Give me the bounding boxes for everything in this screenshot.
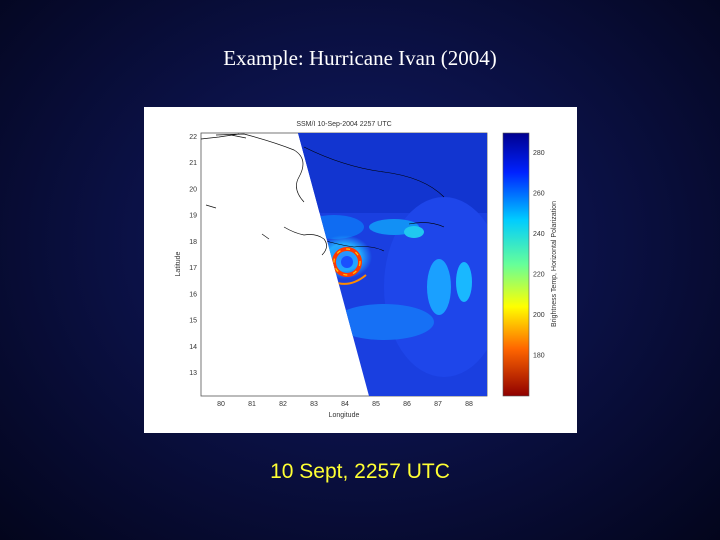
y-axis-label: Latitude (175, 251, 182, 276)
y-tick-label: 19 (189, 213, 197, 220)
colorbar-tick-label: 280 (533, 150, 545, 157)
satellite-figure: SSM/I 10-Sep-2004 2257 UTC 22 21 20 19 18 17 1… (144, 107, 577, 433)
y-tick-labels: 22 21 20 19 18 17 16 15 14 13 (189, 134, 197, 377)
x-tick-label: 88 (465, 401, 473, 408)
colorbar-tick-label: 200 (533, 312, 545, 319)
colorbar-tick-label: 260 (533, 191, 545, 198)
x-tick-label: 81 (248, 401, 256, 408)
y-tick-label: 13 (189, 370, 197, 377)
x-tick-label: 82 (279, 401, 287, 408)
x-tick-label: 84 (341, 401, 349, 408)
satellite-image-svg: SSM/I 10-Sep-2004 2257 UTC 22 21 20 19 18 17 1… (175, 121, 558, 419)
x-tick-labels: 80 81 82 83 84 85 86 87 88 (217, 401, 473, 408)
x-axis-label: Longitude (329, 412, 360, 419)
y-tick-label: 20 (189, 186, 197, 193)
y-tick-label: 21 (189, 160, 197, 167)
colorbar-tick-label: 180 (533, 353, 545, 360)
x-tick-label: 83 (310, 401, 318, 408)
colorbar-tick-label: 220 (533, 272, 545, 279)
image-caption: 10 Sept, 2257 UTC (270, 460, 450, 483)
x-tick-label: 87 (434, 401, 442, 408)
colorbar (502, 132, 530, 397)
colorbar-tick-labels: 280 260 240 220 200 180 (533, 150, 545, 359)
y-tick-label: 17 (189, 265, 197, 272)
y-tick-label: 16 (189, 291, 197, 298)
x-tick-label: 86 (403, 401, 411, 408)
x-tick-label: 85 (372, 401, 380, 408)
y-tick-label: 22 (189, 134, 197, 141)
colorbar-tick-label: 240 (533, 231, 545, 238)
y-tick-label: 14 (189, 344, 197, 351)
x-tick-label: 80 (217, 401, 225, 408)
y-tick-label: 15 (189, 318, 197, 325)
coastline (200, 133, 305, 203)
plot-title: SSM/I 10-Sep-2004 2257 UTC (296, 121, 391, 128)
colorbar-label: Brightness Temp, Horizontal Polarization (551, 201, 558, 327)
y-tick-label: 18 (189, 239, 197, 246)
slide-title: Example: Hurricane Ivan (2004) (223, 46, 497, 70)
